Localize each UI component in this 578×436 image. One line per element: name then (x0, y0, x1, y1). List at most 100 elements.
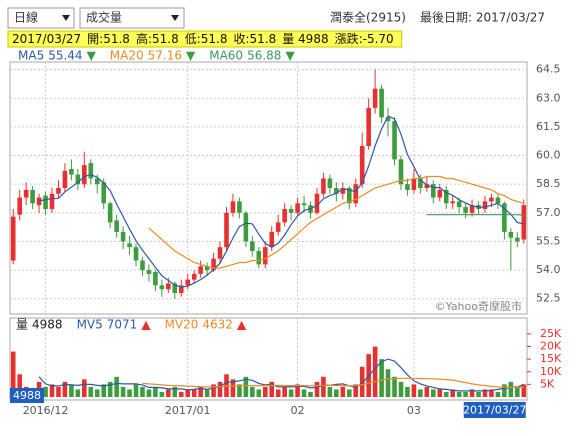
candle-body (340, 188, 346, 194)
candle-body (385, 117, 391, 122)
candle-body (443, 189, 449, 204)
legend-value: 55.44 (48, 49, 82, 63)
candle-body (456, 201, 462, 208)
volume-bar (178, 391, 184, 397)
volume-bar (237, 384, 242, 397)
volume-bar (334, 389, 339, 397)
select-box[interactable] (7, 7, 75, 29)
period-select[interactable]: 日線 (7, 7, 75, 29)
candle-body (10, 216, 16, 261)
candle-body (243, 212, 249, 242)
candle-body (282, 209, 287, 223)
y-tick-label: 57.0 (536, 206, 561, 219)
candle-body (185, 279, 191, 286)
volume-bar (211, 384, 216, 397)
candle-body (82, 165, 87, 185)
candle-body (314, 193, 320, 213)
volume-bar (450, 389, 455, 397)
y-tick-label: 52.5 (536, 292, 561, 305)
candle-body (159, 285, 165, 290)
select-text[interactable]: 日線 (14, 10, 38, 25)
y-tick-label: 60.0 (536, 149, 561, 162)
x-tick-label: 02 (291, 404, 305, 417)
volume-bar (482, 389, 488, 397)
x-tick-label: 2016/12 (23, 404, 69, 417)
volume-bar (437, 389, 443, 397)
volume-bar (418, 389, 423, 397)
volume-legend: 量 (16, 318, 28, 332)
ma-line (148, 175, 524, 269)
volume-bar (269, 381, 275, 397)
select-arrow[interactable] (171, 15, 179, 21)
volume-bar (495, 391, 501, 397)
y-tick-label: 61.5 (536, 120, 561, 133)
price-panel (9, 61, 528, 315)
candle-body (392, 121, 397, 160)
volume-bar (88, 386, 94, 397)
select-text[interactable]: 成交量 (86, 10, 122, 25)
volume-bar (405, 386, 410, 397)
y-tick-label: 54.0 (536, 263, 561, 276)
legend-trend: ▲ (141, 318, 151, 332)
volume-bar (430, 389, 436, 397)
candle-body (43, 195, 48, 209)
info-item: 漲跌:-5.70 (335, 31, 394, 46)
volume-bar (385, 369, 391, 397)
volume-bar (198, 386, 203, 397)
candle-body (49, 193, 55, 209)
candle-body (146, 270, 152, 274)
indicator-select[interactable]: 成交量 (79, 7, 185, 29)
candle-body (69, 168, 74, 175)
volume-bar (340, 386, 346, 397)
candle-body (301, 203, 307, 206)
volume-bar (133, 384, 139, 397)
candle-body (224, 212, 229, 248)
candle-body (424, 184, 430, 188)
candle-body (230, 201, 236, 213)
info-item: 開:51.8 (87, 32, 130, 46)
candle-body (418, 178, 423, 188)
ma-line (38, 358, 525, 392)
candle-body (30, 189, 35, 204)
candle-body (88, 163, 94, 179)
volume-bar (49, 384, 55, 397)
ma-line (38, 115, 524, 288)
volume-bar (521, 384, 527, 397)
volume-bar (43, 386, 48, 397)
legend-trend: ▼ (87, 49, 97, 63)
candle-body (463, 207, 468, 213)
volume-bar (250, 386, 255, 397)
candle-body (120, 231, 126, 242)
volume-bar (327, 386, 333, 397)
candle-body (94, 178, 100, 185)
legend-value: 56.88 (247, 49, 281, 63)
volume-bar (166, 389, 171, 397)
legend-trend: ▼ (285, 49, 295, 63)
volume-bar (301, 389, 307, 397)
volume-bar (56, 386, 61, 397)
candle-body (153, 272, 158, 286)
select-arrow[interactable] (62, 15, 70, 21)
volume-bar (392, 376, 397, 397)
candle-body (515, 237, 520, 242)
volume-bar (191, 389, 197, 397)
last-date-box (463, 402, 526, 418)
y-tick-label: 58.5 (536, 177, 561, 190)
candle-body (398, 159, 404, 185)
volume-bar (398, 381, 404, 397)
candle-body (366, 107, 371, 146)
candle-body (346, 188, 352, 204)
legend-trend: ▲ (237, 318, 247, 332)
volume-bar (204, 389, 210, 397)
volume-bar (75, 389, 81, 397)
volume-bar (346, 389, 352, 397)
info-item: 量 4988 (282, 32, 328, 46)
select-box[interactable] (79, 7, 185, 29)
candle-body (430, 184, 436, 198)
candle-body (166, 283, 171, 290)
volume-bar (411, 384, 417, 397)
candle-body (23, 189, 29, 198)
volume-bar (114, 376, 119, 397)
candle-body (411, 178, 417, 190)
